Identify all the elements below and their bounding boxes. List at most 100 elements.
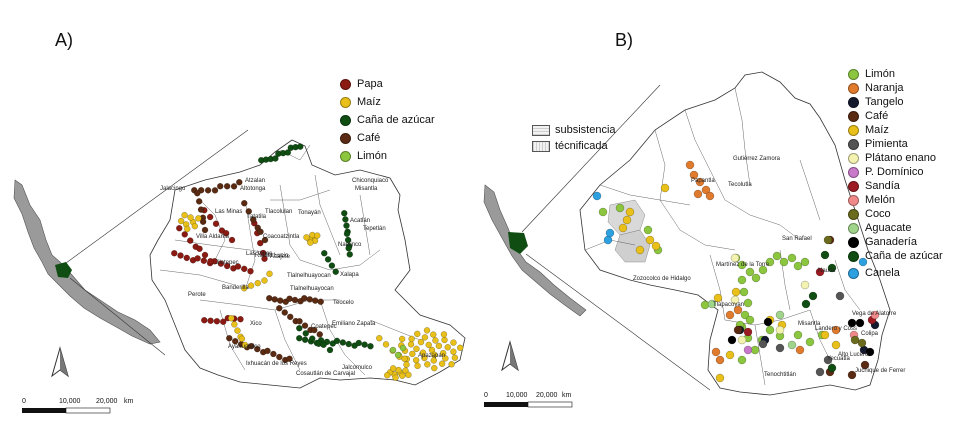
- scale-bar-a: 0 10,000 20,000 km: [22, 398, 134, 414]
- naranja-point: [725, 310, 735, 320]
- legend-b-marker: [848, 222, 859, 234]
- legend-a-marker: [340, 96, 351, 108]
- legend-b-label: P. Domínico: [865, 166, 924, 178]
- melon-point: [870, 310, 880, 320]
- cana-point: [339, 339, 347, 346]
- ganaderia-point: [865, 347, 875, 357]
- legend-b-label: Aguacate: [865, 222, 912, 234]
- cafe-point: [204, 187, 212, 194]
- place-label: Jalcomulco: [342, 365, 373, 371]
- legend-b-label: Pimienta: [865, 138, 908, 150]
- ganaderia-point: [727, 335, 737, 345]
- place-label: Banderilla: [222, 285, 249, 291]
- zoom-line-a2: [69, 277, 166, 356]
- cafe-point: [301, 294, 308, 302]
- sandia-point: [743, 327, 753, 337]
- maiz-point: [725, 350, 735, 360]
- limon-point: [800, 257, 810, 267]
- papa-point: [171, 249, 178, 257]
- place-label: Tenochtitlán: [764, 372, 796, 378]
- cafe-point: [257, 228, 264, 236]
- maiz-point: [715, 373, 725, 383]
- place-label: Altotonga: [240, 186, 266, 192]
- maiz-point: [440, 331, 448, 338]
- maiz-point: [177, 217, 185, 225]
- place-label: Coatepec: [311, 324, 337, 330]
- maiz-point: [389, 365, 397, 372]
- scale-label-a-1: 10,000: [59, 398, 81, 405]
- maiz-point: [399, 372, 406, 380]
- maiz-point: [731, 287, 741, 297]
- system-label: subsistencia: [555, 124, 616, 136]
- naranja-point: [831, 325, 841, 335]
- legend-b-item: Café: [848, 109, 943, 123]
- aguacate-point: [787, 340, 797, 350]
- maiz-point: [307, 239, 314, 246]
- maiz-point: [448, 360, 455, 368]
- zoom-line-a1: [65, 129, 249, 264]
- legend-a-label: Caña de azúcar: [357, 114, 435, 126]
- place-label: Vega de Alatorre: [852, 311, 897, 317]
- papa-point: [213, 318, 221, 325]
- veracruz-state-inset-b: [483, 184, 587, 317]
- cafe-point: [254, 345, 261, 353]
- legend-b-item: Maíz: [848, 123, 943, 137]
- place-label: Xico: [250, 321, 262, 327]
- maiz-point: [383, 372, 391, 379]
- limon-point: [793, 330, 803, 340]
- study-area-inset-b: [508, 232, 528, 254]
- platano-point: [800, 280, 810, 290]
- legend-b-marker: [848, 250, 859, 262]
- place-label: Colipa: [861, 331, 879, 337]
- legend-b-marker: [848, 124, 859, 136]
- maiz-point: [432, 337, 439, 344]
- maiz-point: [421, 334, 429, 341]
- limon-point: [765, 257, 775, 267]
- legend-b-marker: [848, 96, 859, 108]
- maiz-point: [261, 277, 268, 284]
- maiz-point: [456, 344, 464, 352]
- maiz-point: [442, 355, 449, 362]
- place-label: Apazapan: [418, 353, 445, 359]
- cafe-point: [266, 294, 273, 302]
- cana-point: [326, 346, 334, 354]
- technified-area-b: [614, 229, 651, 263]
- papa-point: [212, 220, 220, 228]
- cafe-point: [223, 183, 231, 190]
- legend-b-marker: [848, 267, 859, 279]
- place-label: Emiliano Zapata: [332, 321, 376, 327]
- cafe-point: [195, 198, 203, 205]
- system-legend-b: subsistencia técnificada: [532, 122, 616, 154]
- points-b: [592, 160, 880, 383]
- maiz-point: [417, 338, 425, 346]
- legend-b-item: Limón: [848, 67, 943, 81]
- maiz-point: [428, 346, 436, 354]
- cana-point: [324, 256, 332, 263]
- papa-point: [234, 263, 242, 270]
- cana-point: [345, 340, 352, 348]
- place-label: Gutiérrez Zamora: [733, 156, 781, 162]
- papa-point: [223, 262, 231, 270]
- legend-b-marker: [848, 208, 859, 220]
- limon-point: [643, 225, 653, 235]
- legend-b-item: Melón: [848, 193, 943, 207]
- maiz-point: [231, 321, 238, 328]
- maiz-point: [413, 345, 420, 353]
- place-label: Misantla: [355, 186, 378, 192]
- maiz-point: [618, 223, 628, 233]
- papa-point: [219, 318, 227, 326]
- legend-b-label: Coco: [865, 208, 891, 220]
- cafe-point: [276, 297, 284, 304]
- maiz-point: [439, 349, 447, 357]
- papa-point: [240, 265, 248, 273]
- cana-point: [346, 251, 354, 258]
- maiz-point: [254, 279, 261, 287]
- place-label: Tlacolulan: [265, 209, 292, 215]
- coco-point: [857, 338, 867, 348]
- naranja-point: [701, 185, 711, 195]
- legend-b-marker: [848, 110, 859, 122]
- maiz-point: [820, 330, 830, 340]
- place-label: Tepetlán: [363, 226, 386, 232]
- papa-point: [176, 224, 183, 232]
- scale-unit-b: km: [562, 392, 572, 399]
